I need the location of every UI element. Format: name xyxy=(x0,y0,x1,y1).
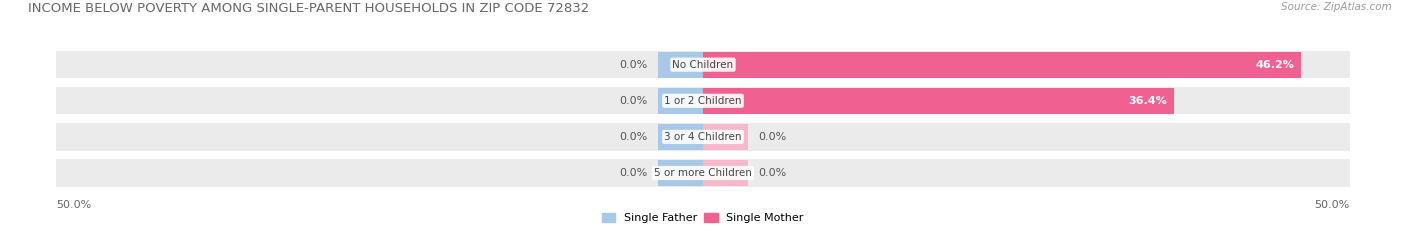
Text: 3 or 4 Children: 3 or 4 Children xyxy=(664,132,742,142)
Text: 0.0%: 0.0% xyxy=(759,168,787,178)
Bar xyxy=(56,123,1350,151)
Bar xyxy=(703,124,748,150)
Text: INCOME BELOW POVERTY AMONG SINGLE-PARENT HOUSEHOLDS IN ZIP CODE 72832: INCOME BELOW POVERTY AMONG SINGLE-PARENT… xyxy=(28,2,589,15)
Bar xyxy=(658,52,703,78)
Text: 0.0%: 0.0% xyxy=(619,96,647,106)
Bar xyxy=(703,52,1301,78)
Text: 0.0%: 0.0% xyxy=(619,132,647,142)
Bar xyxy=(658,88,703,114)
Text: 50.0%: 50.0% xyxy=(56,200,91,210)
Text: 0.0%: 0.0% xyxy=(759,132,787,142)
Text: 1 or 2 Children: 1 or 2 Children xyxy=(664,96,742,106)
Text: 46.2%: 46.2% xyxy=(1256,60,1294,70)
Text: 36.4%: 36.4% xyxy=(1129,96,1167,106)
Bar xyxy=(56,51,1350,78)
Text: 50.0%: 50.0% xyxy=(1315,200,1350,210)
Bar xyxy=(658,124,703,150)
Text: 5 or more Children: 5 or more Children xyxy=(654,168,752,178)
Bar xyxy=(703,160,748,186)
Legend: Single Father, Single Mother: Single Father, Single Mother xyxy=(598,208,808,227)
Bar xyxy=(56,159,1350,187)
Text: Source: ZipAtlas.com: Source: ZipAtlas.com xyxy=(1281,2,1392,12)
Text: 0.0%: 0.0% xyxy=(619,60,647,70)
Bar xyxy=(56,87,1350,114)
Text: 0.0%: 0.0% xyxy=(619,168,647,178)
Bar xyxy=(658,160,703,186)
Bar xyxy=(703,88,1174,114)
Text: No Children: No Children xyxy=(672,60,734,70)
